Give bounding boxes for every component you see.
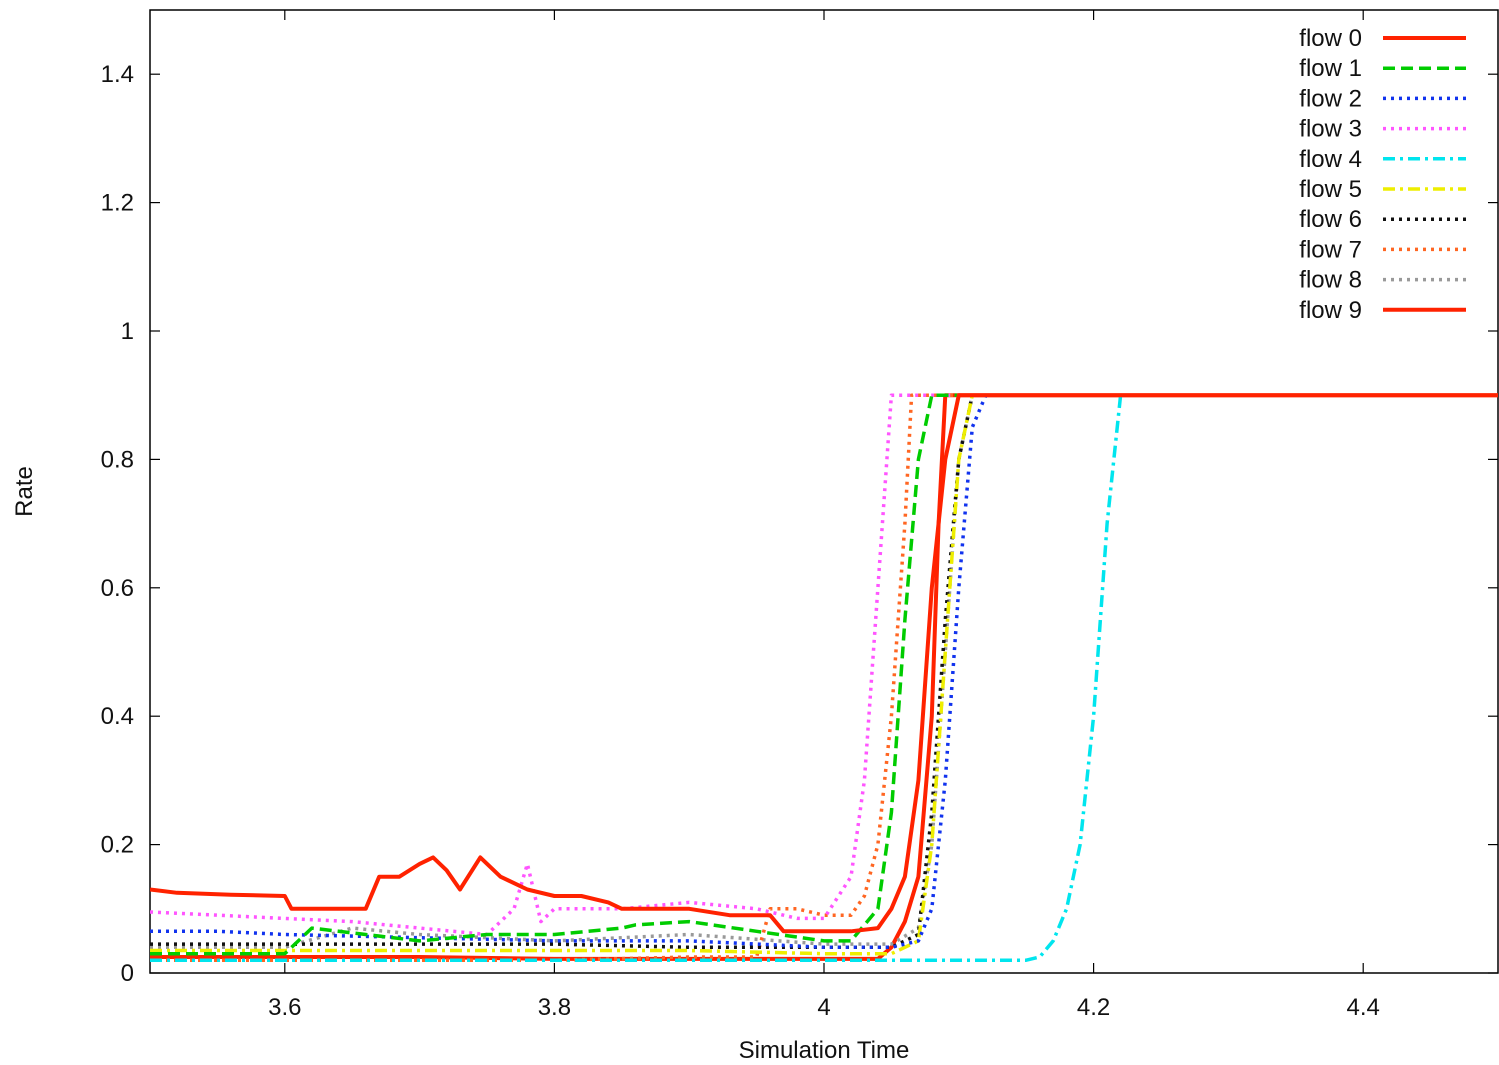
series-layer xyxy=(150,393,1498,962)
series-line-flow-1 xyxy=(150,393,1498,956)
series-line-flow-4 xyxy=(150,393,1498,962)
x-tick-label: 3.6 xyxy=(268,994,301,1021)
series-line-flow-8 xyxy=(150,393,1498,950)
legend-label-flow-2: flow 2 xyxy=(1299,85,1362,112)
series-line-flow-6 xyxy=(150,393,1498,950)
legend-label-flow-9: flow 9 xyxy=(1299,297,1362,324)
x-axis-title: Simulation Time xyxy=(739,1037,910,1064)
series-line-flow-9 xyxy=(150,393,1498,961)
x-tick-label: 4.4 xyxy=(1347,994,1380,1021)
x-tick-label: 3.8 xyxy=(538,994,571,1021)
legend-label-flow-3: flow 3 xyxy=(1299,116,1362,143)
series-line-flow-2 xyxy=(150,393,1498,950)
y-tick-label: 0 xyxy=(121,960,134,987)
y-tick-label: 0.4 xyxy=(101,703,134,730)
x-tick-label: 4 xyxy=(817,994,830,1021)
legend-label-flow-1: flow 1 xyxy=(1299,55,1362,82)
legend-label-flow-8: flow 8 xyxy=(1299,267,1362,294)
legend-label-flow-4: flow 4 xyxy=(1299,146,1362,173)
y-axis-title: Rate xyxy=(11,466,38,517)
legend-label-flow-5: flow 5 xyxy=(1299,176,1362,203)
series-line-flow-7 xyxy=(150,393,1498,962)
x-tick-label: 4.2 xyxy=(1077,994,1110,1021)
series-line-flow-3 xyxy=(150,393,1498,937)
axes-layer: 3.6 3.8 4 4.2 4.4 0 0.2 0.4 0.6 0.8 1 1.2 1.4 xyxy=(101,9,1499,1021)
legend-label-flow-6: flow 6 xyxy=(1299,206,1362,233)
series-line-flow-5 xyxy=(150,393,1498,956)
y-tick-label: 0.6 xyxy=(101,575,134,602)
y-tick-label: 0.8 xyxy=(101,446,134,473)
series-line-flow-0 xyxy=(150,393,1498,934)
plot-frame xyxy=(149,9,1499,974)
legend-label-flow-7: flow 7 xyxy=(1299,236,1362,263)
y-tick-label: 1.4 xyxy=(101,61,134,88)
y-tick-label: 1 xyxy=(121,318,134,345)
legend: flow 0 flow 1 flow 2 flow 3 flow 4 flow 5 flow… xyxy=(1299,25,1466,324)
y-tick-label: 0.2 xyxy=(101,832,134,859)
y-tick-label: 1.2 xyxy=(101,190,134,217)
legend-label-flow-0: flow 0 xyxy=(1299,25,1362,52)
